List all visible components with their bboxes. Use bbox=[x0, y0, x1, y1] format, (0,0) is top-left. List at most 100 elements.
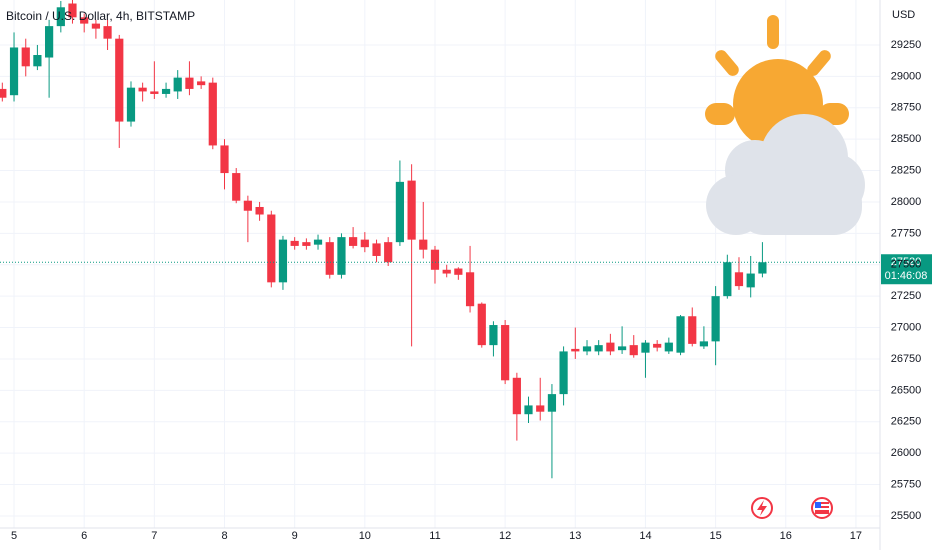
candle-body bbox=[9, 47, 19, 96]
candle-body bbox=[688, 316, 697, 344]
candle-body bbox=[372, 243, 381, 256]
y-tick-label: 25500 bbox=[891, 510, 922, 522]
candle-body bbox=[313, 239, 323, 245]
x-tick-label: 17 bbox=[850, 530, 862, 542]
x-tick-label: 11 bbox=[429, 530, 440, 542]
candle-body bbox=[0, 88, 7, 98]
x-tick-label: 9 bbox=[292, 530, 298, 542]
x-tick-label: 6 bbox=[81, 530, 87, 542]
candle-body bbox=[711, 296, 720, 342]
candle-body bbox=[547, 394, 557, 412]
y-tick-label: 28750 bbox=[891, 102, 922, 114]
candle-body bbox=[430, 249, 440, 270]
candle-body bbox=[21, 47, 30, 67]
candle-body bbox=[278, 239, 288, 283]
event-icons bbox=[751, 497, 833, 519]
y-tick-label: 27500 bbox=[891, 259, 922, 271]
candle-body bbox=[501, 325, 510, 381]
candle-body bbox=[243, 200, 252, 211]
candle-body bbox=[138, 87, 147, 92]
y-tick-label: 29250 bbox=[891, 39, 922, 51]
last-price-box bbox=[881, 254, 932, 285]
y-tick-label: 29000 bbox=[891, 70, 922, 82]
candle-body bbox=[571, 348, 580, 352]
candle-body bbox=[617, 346, 627, 351]
candle-body bbox=[337, 237, 346, 275]
candle-body bbox=[723, 262, 732, 297]
x-tick-label: 5 bbox=[11, 530, 17, 542]
candle-body bbox=[758, 262, 767, 274]
candle-body bbox=[91, 23, 101, 29]
y-tick-label: 28500 bbox=[891, 133, 922, 145]
y-tick-label: 27750 bbox=[891, 227, 922, 239]
y-tick-label: 28250 bbox=[891, 164, 922, 176]
candle-body bbox=[559, 351, 568, 395]
candle-body bbox=[267, 214, 276, 283]
candle-body bbox=[606, 342, 615, 352]
candle-body bbox=[395, 181, 405, 243]
candle-body bbox=[594, 345, 603, 352]
x-tick-label: 12 bbox=[499, 530, 511, 542]
candle-body bbox=[173, 77, 182, 92]
candle-body bbox=[384, 242, 393, 263]
x-tick-label: 8 bbox=[221, 530, 227, 542]
y-tick-label: 27000 bbox=[891, 321, 922, 333]
candle-body bbox=[325, 242, 334, 275]
candle-body bbox=[208, 82, 217, 146]
candle-body bbox=[442, 269, 451, 274]
candle-body bbox=[676, 316, 685, 353]
candle-body bbox=[641, 342, 650, 353]
candle-body bbox=[302, 242, 311, 246]
candle-body bbox=[734, 272, 744, 287]
candle-body bbox=[699, 341, 709, 347]
weather-icon bbox=[705, 15, 865, 235]
candles bbox=[0, 0, 767, 479]
candle-body bbox=[45, 26, 54, 58]
candle-body bbox=[33, 55, 42, 67]
x-tick-label: 16 bbox=[780, 530, 792, 542]
candle-body bbox=[664, 342, 673, 352]
x-tick-label: 7 bbox=[151, 530, 157, 542]
candle-body bbox=[512, 377, 521, 415]
candle-body bbox=[126, 87, 136, 122]
candle-body bbox=[150, 91, 159, 94]
y-tick-label: 27250 bbox=[891, 290, 922, 302]
last-price: 27520 01:46:08 bbox=[0, 254, 932, 285]
y-tick-label: 25750 bbox=[891, 478, 922, 490]
candle-body bbox=[56, 7, 65, 27]
candle-body bbox=[360, 239, 369, 248]
x-tick-label: 15 bbox=[709, 530, 721, 542]
countdown-label: 01:46:08 bbox=[885, 270, 928, 282]
candle-body bbox=[582, 346, 592, 352]
y-tick-label: 26500 bbox=[891, 384, 922, 396]
candle-body bbox=[220, 145, 229, 174]
candle-body bbox=[407, 180, 416, 240]
candle-body bbox=[349, 237, 358, 246]
y-tick-label: 26250 bbox=[891, 416, 922, 428]
candle-body bbox=[454, 268, 463, 275]
candle-body bbox=[185, 77, 194, 89]
candle-body bbox=[419, 239, 428, 250]
y-tick-label: 26750 bbox=[891, 353, 922, 365]
candle-body bbox=[197, 81, 206, 86]
candle-body bbox=[477, 303, 486, 346]
candle-body bbox=[746, 273, 755, 288]
y-tick-label: 26000 bbox=[891, 447, 922, 459]
x-tick-label: 14 bbox=[639, 530, 651, 542]
candle-body bbox=[68, 3, 77, 18]
candle-body bbox=[255, 206, 264, 215]
candle-body bbox=[161, 88, 171, 94]
candle-body bbox=[524, 405, 533, 415]
candle-body bbox=[536, 405, 545, 412]
candle-body bbox=[629, 345, 638, 356]
x-tick-label: 13 bbox=[569, 530, 581, 542]
chart-title: Bitcoin / U.S. Dollar, 4h, BITSTAMP bbox=[6, 9, 195, 23]
candle-body bbox=[290, 240, 299, 246]
candle-body bbox=[489, 325, 498, 346]
candle-body bbox=[80, 17, 89, 24]
candle-body bbox=[232, 173, 241, 201]
currency-label: USD bbox=[892, 9, 915, 21]
candle-body bbox=[115, 38, 124, 122]
last-price-label: 27520 bbox=[891, 256, 922, 268]
